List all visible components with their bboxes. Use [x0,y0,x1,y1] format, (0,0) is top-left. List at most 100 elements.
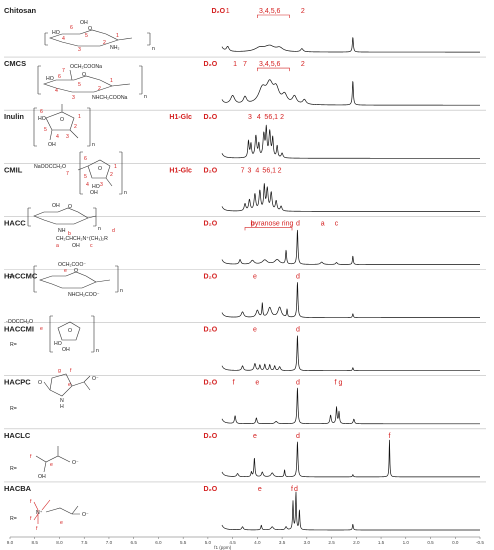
cmil-sub: NaOOCCH₂O [34,164,66,170]
chitosan-num-2: 2 [103,40,106,46]
peak-label: D₂O [204,433,218,440]
haclc-letter-f: f [30,454,32,460]
x-tick-label: 1.0 [403,540,410,545]
peak-label: D₂O [204,114,218,121]
peak-label: 2 [301,61,305,68]
peak-label: 4 [257,114,261,121]
inulin-num-1: 1 [78,114,81,120]
x-axis-label: f1 (ppm) [214,545,232,550]
chitosan-num-5: 5 [85,33,88,39]
cmcs-n: n [144,94,147,100]
x-axis: 9.0 8.5 8.0 7.5 7.0 6.5 6.0 5.5 5.0 4.5 4.0 3.5 3.0 2… [7,536,484,550]
panel-separators [4,56,486,483]
series-name: CMCS [4,59,26,68]
peak-label: pyranose ring [251,220,294,227]
hacba-n: N⁺ [36,510,43,516]
inulin-num-5: 5 [44,127,47,133]
chitosan-ho: HO [52,30,60,36]
cmcs-num-5: 5 [78,82,81,88]
cmil-ho: HO [92,184,100,190]
cmil-num-5: 5 [84,174,87,180]
cmcs-num-7: 7 [62,68,65,74]
peak-label: e [253,274,257,281]
x-tick-label: 8.5 [32,540,39,545]
series-name: HACPC [4,378,31,387]
x-tick-label: 6.0 [155,540,162,545]
peak-label: D₂O [204,167,218,174]
peak-label: b [250,220,254,227]
spectrum-line [221,439,481,478]
series-name: Inulin [4,112,24,121]
peak-label: g [339,380,343,387]
series-name: CMIL [4,165,23,174]
hacba-letter-f2: f [30,516,32,522]
x-tick-label: 7.0 [106,540,113,545]
peak-label: f [335,380,337,387]
spectrum-line [221,124,481,159]
series-name: HACC [4,218,26,227]
peak-label: f [233,380,235,387]
hacpc-letter-e: e [68,382,71,388]
inulin-n: n [92,142,95,148]
peak-bracket [244,227,293,231]
cmcs-num-1: 1 [110,78,113,84]
structure-haclc: R= OH O⁻ f e [10,446,79,480]
x-tick-label: 5.0 [205,540,212,545]
x-tick-label: 0.5 [427,540,434,545]
structure-haccmi: R= -OOCCH₂O O HO OH n e [6,315,99,354]
peak-label: D₂O [211,8,225,15]
peak-label: 7 [241,167,245,174]
peak-label: c [335,220,339,227]
peak-label: 5 [262,167,266,174]
hacc-nh: NH [58,228,66,234]
haclc-letter-e: e [50,462,53,468]
spectra-layer [221,37,481,531]
inulin-oh: OH [48,142,56,148]
haccmi-r: R= [10,342,17,348]
hacc-letter-a: a [56,243,59,249]
structure-cmil: NaOOCCH₂O O HO OH n 7 6 5 4 3 2 1 [34,151,127,196]
chitosan-num-3: 3 [78,47,81,53]
peak-label: d [296,274,300,281]
peak-label: 3 [248,114,252,121]
peak-label: D₂O [204,220,218,227]
peak-label: d [294,486,298,493]
cmcs-num-2: 2 [98,86,101,92]
peak-label: 4 [255,167,259,174]
x-tick-label: 3.0 [304,540,311,545]
peak-label: f [388,433,390,440]
structure-cmcs: OCH₂COONa O HO NHCH₂COONa n 7 6 5 4 3 2 … [37,64,147,101]
haccmc-nh: NHCH₂COO⁻ [68,292,100,298]
cmil-num-3: 3 [100,182,103,188]
peak-label: 3,4,5,6 [259,8,281,15]
peak-label: H1-Glc [169,167,192,174]
inulin-o: O [60,117,64,123]
chitosan-oh: OH [80,20,88,26]
peak-label: 1 [226,8,230,15]
inulin-num-6: 6 [40,109,43,115]
sample-names-layer: Chitosan CMCS Inulin CMIL HACC HACCMC HACCMI HA… [4,6,38,493]
haclc-r: R= [10,466,17,472]
cmil-n: n [124,190,127,196]
hacc-letter-b: b [68,231,71,237]
inulin-num-2: 2 [74,124,77,130]
structure-hacpc: R= O N H O⁻ g f e [10,368,99,412]
peak-label: d [296,327,300,334]
haccmi-n: n [96,348,99,354]
cmil-num-2: 2 [110,172,113,178]
spectrum-line [221,37,481,53]
cmcs-o: O [82,72,86,78]
hacba-r: R= [10,516,17,522]
peak-label: 7 [243,61,247,68]
cmcs-ho: HO [46,76,54,82]
x-tick-label: 2.5 [328,540,335,545]
chitosan-nh2: NH₂ [110,45,120,51]
hacc-n: n [98,226,101,232]
hacba-coo: O⁻ [82,512,89,518]
haccmi-letter-e: e [40,326,43,332]
cmil-oh: OH [90,190,98,196]
x-tick-label: 3.5 [279,540,286,545]
peak-label: 2 [280,114,284,121]
haccmc-sub: OCH₂COO⁻ [58,262,86,268]
hacba-letter-e: e [60,520,63,526]
